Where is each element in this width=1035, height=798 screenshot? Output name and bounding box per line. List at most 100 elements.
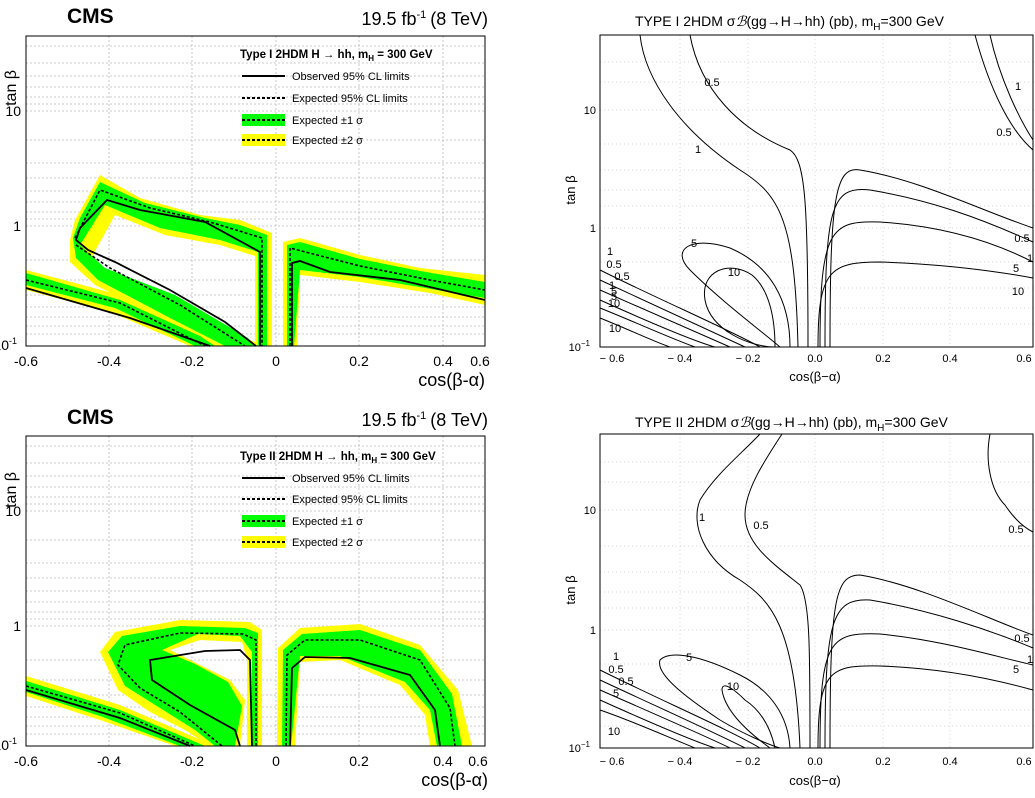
panel-title: TYPE II 2HDM σℬ(gg→H→hh) (pb), mH=300 Ge… [635,414,948,434]
legend-entry-1sigma: Expected ±1 σ [292,516,363,528]
observed-limit-lines [25,649,441,747]
legend-entry-expected: Expected 95% CL limits [292,93,408,105]
svg-text:0: 0 [272,353,280,369]
legend-title: Type II 2HDM H → hh, mH = 300 GeV [240,451,436,465]
one-sigma-band [73,182,267,346]
svg-text:− 0.2: − 0.2 [736,353,761,365]
svg-text:5: 5 [686,652,692,664]
svg-text:10−1: 10−1 [569,740,591,755]
svg-text:10−1: 10−1 [569,339,591,354]
svg-text:0.5: 0.5 [1008,524,1023,536]
svg-text:0.5: 0.5 [608,664,623,676]
legend-entry-observed: Observed 95% CL limits [292,473,410,485]
legend: Type II 2HDM H → hh, mH = 300 GeV Observ… [240,451,436,549]
svg-text:5: 5 [613,688,619,700]
svg-text:0.2: 0.2 [875,756,890,768]
observed-limit-lines [25,198,486,347]
panel-title: TYPE I 2HDM σℬ(gg→H→hh) (pb), mH=300 GeV [635,13,945,33]
svg-text:5: 5 [611,291,617,303]
svg-text:10-1: 10-1 [0,336,17,353]
svg-text:1: 1 [607,246,613,258]
svg-text:0.5: 0.5 [618,676,633,688]
svg-text:1: 1 [590,625,596,637]
x-tick-labels: -0.6 -0.4 -0.2 0 0.2 0.4 0.6 [14,753,488,769]
y-tick-labels: 10 1 10-1 [0,503,21,753]
contour-labels: 0.5 1 1 0.5 5 10 1 0.5 0.5 5 10 1 5 10 0… [606,77,1033,335]
svg-text:0.4: 0.4 [433,353,453,369]
x-tick-labels: -0.6 -0.4 -0.2 0 0.2 0.4 0.6 [14,353,490,369]
svg-text:1: 1 [13,218,21,234]
contour-lines [599,433,1034,749]
svg-text:0.6: 0.6 [470,353,490,369]
svg-text:0.6: 0.6 [1016,756,1031,768]
svg-text:-0.6: -0.6 [14,353,38,369]
expected-limit-lines [25,632,456,747]
svg-text:0.5: 0.5 [996,127,1011,139]
plot-frame [599,34,1034,348]
svg-text:5: 5 [1013,664,1019,676]
svg-text:-0.4: -0.4 [97,753,121,769]
plot-frame [599,433,1034,749]
x-axis-label: cos(β-α) [418,370,485,390]
panel-type2-limits: Type II 2HDM H → hh, mH = 300 GeV Observ… [0,406,488,790]
svg-text:10: 10 [5,103,21,119]
svg-text:5: 5 [611,286,617,298]
panel-type2-xsec: 1 0.5 0.5 5 10 0.5 5 1 1 0.5 0.5 5 10 TY… [563,414,1034,788]
svg-text:10: 10 [608,298,620,310]
one-sigma-band [26,681,205,746]
legend-entry-observed: Observed 95% CL limits [292,71,410,83]
plot-frame [25,435,486,747]
svg-text:5: 5 [691,238,697,250]
svg-text:0.2: 0.2 [349,353,369,369]
cms-label: CMS [67,406,114,429]
svg-text:5: 5 [1013,263,1019,275]
lumi-label: 19.5 fb-1 (8 TeV) [361,410,488,430]
svg-text:10: 10 [1012,286,1024,298]
svg-text:1: 1 [609,280,615,292]
svg-text:0.6: 0.6 [468,753,488,769]
svg-text:10: 10 [5,503,21,519]
svg-text:0.4: 0.4 [433,753,453,769]
svg-text:0.5: 0.5 [704,77,719,89]
svg-text:0.2: 0.2 [875,353,890,365]
legend-entry-2sigma: Expected ±2 σ [292,135,363,147]
svg-text:0.6: 0.6 [1016,353,1031,365]
svg-text:1: 1 [1027,253,1033,265]
svg-text:10: 10 [609,323,621,335]
y-tick-labels: 10 1 10-1 [0,103,21,353]
plot-frame [25,35,486,347]
svg-text:0.0: 0.0 [807,756,822,768]
y-axis-label: tan β [563,175,578,204]
x-axis-label: cos(β−α) [789,369,840,384]
expected-limit-lines [25,189,486,347]
svg-text:0.0: 0.0 [807,353,822,365]
svg-text:-0.2: -0.2 [180,753,204,769]
svg-text:10: 10 [608,726,620,738]
svg-text:− 0.4: − 0.4 [668,353,693,365]
svg-text:1: 1 [699,512,705,524]
contour-lines [599,34,1034,348]
svg-text:0.4: 0.4 [942,756,957,768]
one-sigma-band [287,242,485,346]
svg-text:− 0.2: − 0.2 [736,756,761,768]
svg-text:0.5: 0.5 [614,271,629,283]
svg-text:10: 10 [584,505,596,517]
svg-text:10: 10 [728,267,740,279]
lumi-label: 19.5 fb-1 (8 TeV) [361,9,488,29]
x-tick-labels: − 0.6 − 0.4 − 0.2 0.0 0.2 0.4 0.6 [600,353,1032,365]
legend: Type I 2HDM H → hh, mH = 300 GeV Observe… [240,49,433,147]
svg-text:10: 10 [584,105,596,117]
one-sigma-band [108,626,258,746]
svg-text:-0.6: -0.6 [14,753,38,769]
legend-title: Type I 2HDM H → hh, mH = 300 GeV [240,49,433,63]
svg-text:0.4: 0.4 [942,353,957,365]
svg-text:0.5: 0.5 [753,520,768,532]
svg-text:1: 1 [1027,654,1033,666]
one-sigma-band [282,630,462,746]
svg-text:10-1: 10-1 [0,736,17,753]
svg-text:0.2: 0.2 [349,753,369,769]
svg-text:0.5: 0.5 [606,259,621,271]
x-axis-label: cos(β-α) [421,770,488,790]
